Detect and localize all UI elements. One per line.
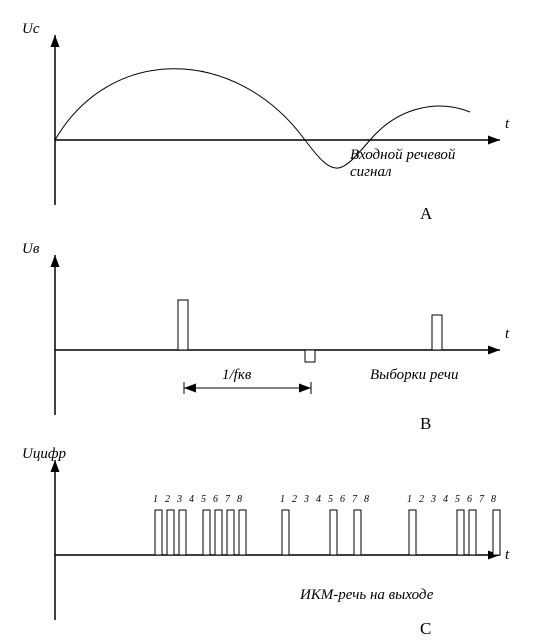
pcm-bar-1-6 — [354, 510, 361, 555]
pcm-bar-0-1 — [167, 510, 174, 555]
bit-label-1-2: 3 — [304, 495, 309, 505]
panel-letter-A: A — [420, 205, 432, 222]
sample-bar-1 — [305, 350, 315, 362]
axis-label-Uv: Uв — [22, 242, 39, 257]
axis-label-t-B: t — [505, 327, 509, 342]
bit-label-1-4: 5 — [328, 495, 333, 505]
pcm-bar-2-7 — [493, 510, 500, 555]
pcm-bar-0-5 — [215, 510, 222, 555]
bit-label-0-5: 6 — [213, 495, 218, 505]
diagram-svg — [0, 0, 553, 643]
bit-label-1-0: 1 — [280, 495, 285, 505]
bit-label-0-1: 2 — [165, 495, 170, 505]
pcm-bar-0-2 — [179, 510, 186, 555]
axis-label-t-C: t — [505, 548, 509, 563]
diagram-canvas: { "canvas": { "width": 553, "height": 64… — [0, 0, 553, 643]
pcm-bar-0-0 — [155, 510, 162, 555]
pcm-bar-0-4 — [203, 510, 210, 555]
bit-label-2-3: 4 — [443, 495, 448, 505]
bit-label-0-3: 4 — [189, 495, 194, 505]
bit-label-2-2: 3 — [431, 495, 436, 505]
bit-label-2-4: 5 — [455, 495, 460, 505]
caption-C: ИКМ-речь на выходе — [300, 588, 433, 603]
axis-label-t-A: t — [505, 117, 509, 132]
panel-letter-C: C — [420, 620, 431, 637]
caption-A-0: Входной речевой — [350, 148, 455, 163]
bit-label-0-7: 8 — [237, 495, 242, 505]
pcm-bar-0-6 — [227, 510, 234, 555]
sample-bar-0 — [178, 300, 188, 350]
bit-label-0-4: 5 — [201, 495, 206, 505]
pcm-bar-1-0 — [282, 510, 289, 555]
bit-label-1-5: 6 — [340, 495, 345, 505]
bit-label-0-6: 7 — [225, 495, 230, 505]
sample-bar-2 — [432, 315, 442, 350]
interval-label: 1/fкв — [222, 368, 251, 383]
bit-label-1-7: 8 — [364, 495, 369, 505]
bit-label-2-0: 1 — [407, 495, 412, 505]
bit-label-1-6: 7 — [352, 495, 357, 505]
pcm-bar-0-7 — [239, 510, 246, 555]
pcm-bar-2-4 — [457, 510, 464, 555]
bit-label-2-1: 2 — [419, 495, 424, 505]
caption-A-1: сигнал — [350, 165, 392, 180]
bit-label-2-6: 7 — [479, 495, 484, 505]
pcm-bar-2-0 — [409, 510, 416, 555]
axis-label-Uc: Uс — [22, 22, 40, 37]
bit-label-0-0: 1 — [153, 495, 158, 505]
panel-letter-B: B — [420, 415, 431, 432]
bit-label-2-5: 6 — [467, 495, 472, 505]
axis-label-Ucifr: Uцифр — [22, 447, 66, 462]
pcm-bar-1-4 — [330, 510, 337, 555]
caption-B: Выборки речи — [370, 368, 459, 383]
bit-label-0-2: 3 — [177, 495, 182, 505]
bit-label-2-7: 8 — [491, 495, 496, 505]
pcm-bar-2-5 — [469, 510, 476, 555]
bit-label-1-3: 4 — [316, 495, 321, 505]
bit-label-1-1: 2 — [292, 495, 297, 505]
